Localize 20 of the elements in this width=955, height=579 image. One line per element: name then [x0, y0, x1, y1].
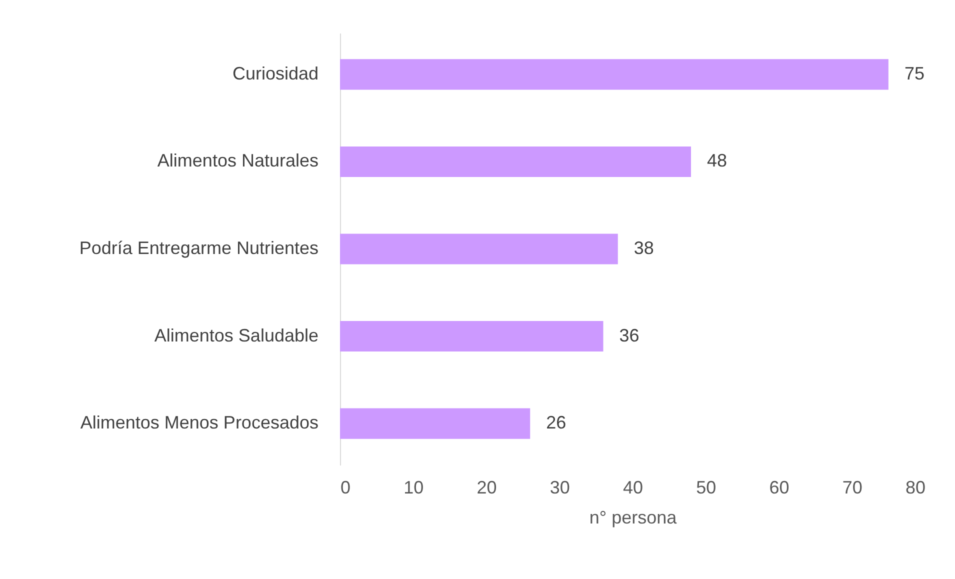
data-label: 48 [707, 150, 728, 171]
x-tick-label: 20 [476, 478, 497, 498]
x-tick-label: 40 [622, 478, 644, 498]
x-tick-label: 60 [769, 478, 790, 498]
x-tick-label: 30 [550, 478, 570, 498]
x-tick-label: 0 [340, 478, 351, 498]
data-label: 36 [619, 325, 640, 346]
y-tick-label: Curiosidad [232, 63, 318, 84]
y-tick-label: Alimentos Menos Procesados [80, 412, 318, 433]
data-label: 38 [634, 238, 654, 258]
y-tick-label: Podría Entregarme Nutrientes [79, 238, 318, 258]
x-tick-label: 50 [696, 478, 716, 498]
x-tick-label: 10 [404, 478, 424, 498]
y-tick-label: Alimentos Naturales [157, 150, 318, 171]
x-tick-label: 70 [842, 478, 862, 498]
y-tick-label: Alimentos Saludable [154, 325, 318, 346]
data-label: 75 [904, 63, 924, 84]
x-tick-label: 80 [905, 478, 926, 498]
data-label: 26 [546, 412, 566, 433]
x-axis-title: n° persona [589, 508, 678, 528]
